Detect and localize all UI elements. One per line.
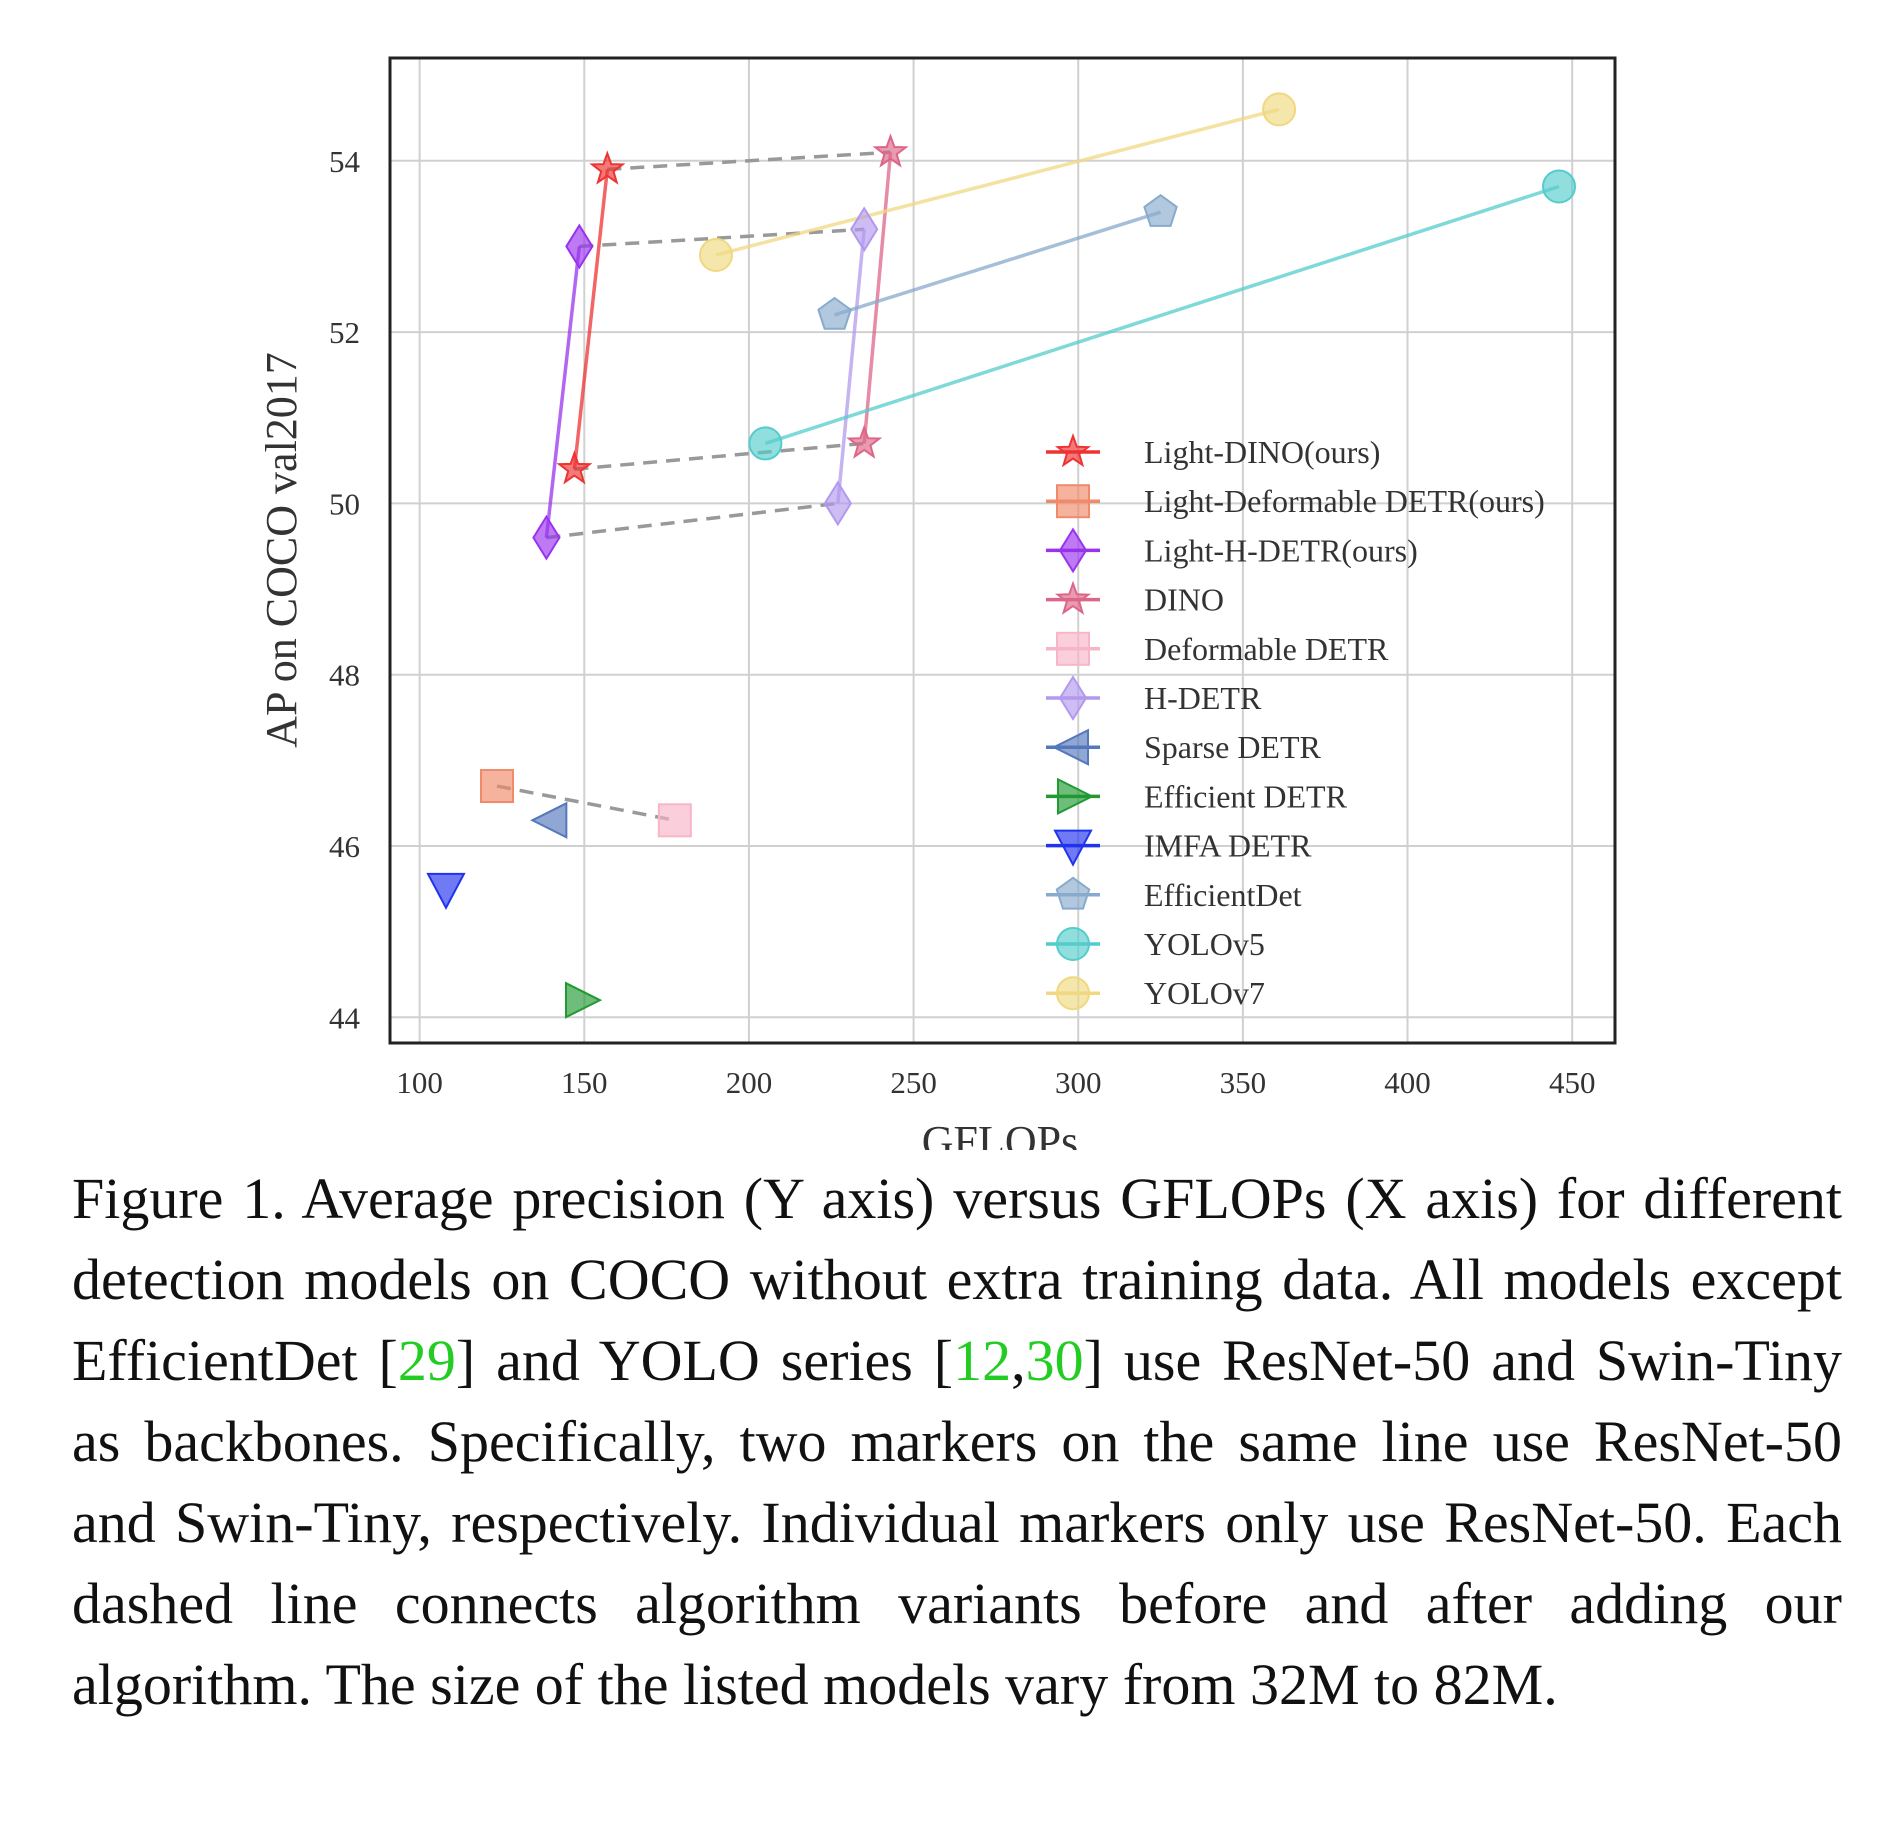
legend-label: Efficient DETR bbox=[1144, 778, 1348, 814]
data-point bbox=[748, 426, 783, 461]
legend-marker bbox=[1054, 580, 1092, 615]
scatter-chart: 100 150 200 250 300 350 400 450 44 46 48 50 52 54 GF… bbox=[257, 56, 1617, 1150]
y-tick-label: 44 bbox=[329, 1000, 361, 1035]
x-tick-label: 150 bbox=[561, 1065, 608, 1100]
legend-marker bbox=[1056, 976, 1090, 1011]
data-point bbox=[532, 514, 561, 561]
data-point bbox=[1143, 193, 1178, 227]
series-line bbox=[764, 184, 1560, 446]
data-point bbox=[657, 803, 692, 838]
legend-label: Light-H-DETR(ours) bbox=[1144, 532, 1418, 568]
series-line bbox=[572, 169, 610, 470]
legend-marker bbox=[1053, 829, 1093, 867]
series-lines bbox=[544, 107, 1560, 538]
data-point bbox=[530, 801, 568, 839]
caption-separator: , bbox=[1011, 1328, 1026, 1393]
legend-label: Deformable DETR bbox=[1144, 631, 1389, 667]
figure-caption: Figure 1. Average precision (Y axis) ver… bbox=[72, 1158, 1842, 1725]
series-line bbox=[836, 229, 866, 504]
x-tick-label: 450 bbox=[1549, 1065, 1596, 1100]
citation-29[interactable]: 29 bbox=[397, 1328, 456, 1393]
data-point bbox=[1542, 169, 1577, 204]
dashed-link bbox=[579, 227, 865, 249]
x-tick-labels: 100 150 200 250 300 350 400 450 bbox=[396, 1065, 1595, 1100]
plot-background bbox=[390, 58, 1615, 1043]
x-tick-label: 400 bbox=[1384, 1065, 1431, 1100]
x-axis-label: GFLOPs bbox=[922, 1117, 1079, 1150]
legend-label: Light-DINO(ours) bbox=[1144, 434, 1380, 470]
data-point bbox=[1262, 92, 1297, 127]
data-point bbox=[823, 480, 853, 527]
legend-marker bbox=[1056, 631, 1090, 666]
data-point bbox=[846, 424, 883, 459]
legend-marker bbox=[1057, 777, 1095, 816]
data-point bbox=[565, 223, 594, 270]
series-line bbox=[862, 152, 893, 444]
legend-label: Sparse DETR bbox=[1144, 729, 1322, 765]
series-line bbox=[834, 210, 1162, 317]
dashed-link bbox=[574, 441, 865, 471]
legend-marker bbox=[1056, 927, 1090, 961]
x-tick-label: 300 bbox=[1055, 1065, 1102, 1100]
plot-frame bbox=[388, 56, 1617, 1045]
data-point bbox=[426, 872, 466, 910]
citation-12[interactable]: 12 bbox=[953, 1328, 1012, 1393]
legend-label: YOLOv5 bbox=[1144, 926, 1265, 962]
legend-marker bbox=[1056, 484, 1090, 519]
legend-label: H-DETR bbox=[1144, 680, 1262, 716]
data-point bbox=[850, 206, 879, 253]
legend-marker bbox=[1058, 527, 1088, 574]
data-point bbox=[480, 769, 515, 804]
data-point bbox=[589, 150, 626, 185]
x-tick-label: 350 bbox=[1220, 1065, 1267, 1100]
caption-text-3: ] use ResNet-50 and Swin-Tiny as backbon… bbox=[72, 1328, 1842, 1717]
y-tick-label: 48 bbox=[329, 658, 360, 693]
data-point bbox=[556, 450, 593, 485]
legend-label: IMFA DETR bbox=[1144, 828, 1312, 864]
x-tick-label: 200 bbox=[726, 1065, 773, 1100]
citation-30[interactable]: 30 bbox=[1025, 1328, 1084, 1393]
dashed-link bbox=[607, 150, 891, 172]
y-tick-label: 46 bbox=[329, 829, 360, 864]
legend-label: DINO bbox=[1144, 582, 1224, 618]
legend-marker bbox=[1054, 433, 1092, 468]
legend-label: EfficientDet bbox=[1144, 877, 1302, 913]
data-point bbox=[872, 133, 909, 168]
y-tick-labels: 44 46 48 50 52 54 bbox=[329, 144, 361, 1036]
x-tick-label: 100 bbox=[396, 1065, 443, 1100]
y-tick-label: 50 bbox=[329, 486, 360, 521]
data-point bbox=[817, 296, 852, 330]
legend-label: YOLOv7 bbox=[1144, 975, 1265, 1011]
caption-text-2: ] and YOLO series [ bbox=[455, 1328, 954, 1393]
legend: Light-DINO(ours) Light-Deformable DETR(ou… bbox=[1046, 433, 1545, 1011]
series-line bbox=[715, 107, 1280, 257]
dashed-link bbox=[546, 501, 839, 540]
dashed-links bbox=[496, 150, 891, 823]
legend-marker bbox=[1058, 675, 1088, 721]
x-tick-label: 250 bbox=[890, 1065, 937, 1100]
data-point bbox=[564, 981, 603, 1019]
legend-marker bbox=[1055, 876, 1091, 910]
y-tick-label: 52 bbox=[329, 315, 360, 350]
series-markers bbox=[426, 92, 1577, 1019]
data-point bbox=[699, 238, 734, 272]
y-tick-label: 54 bbox=[329, 144, 361, 179]
caption-text-1: Figure 1. Average precision (Y axis) ver… bbox=[72, 1166, 1842, 1393]
legend-label: Light-Deformable DETR(ours) bbox=[1144, 483, 1545, 519]
y-axis-label: AP on COCO val2017 bbox=[257, 352, 306, 748]
legend-marker bbox=[1051, 728, 1089, 766]
series-line bbox=[544, 246, 582, 538]
dashed-link bbox=[496, 784, 676, 823]
